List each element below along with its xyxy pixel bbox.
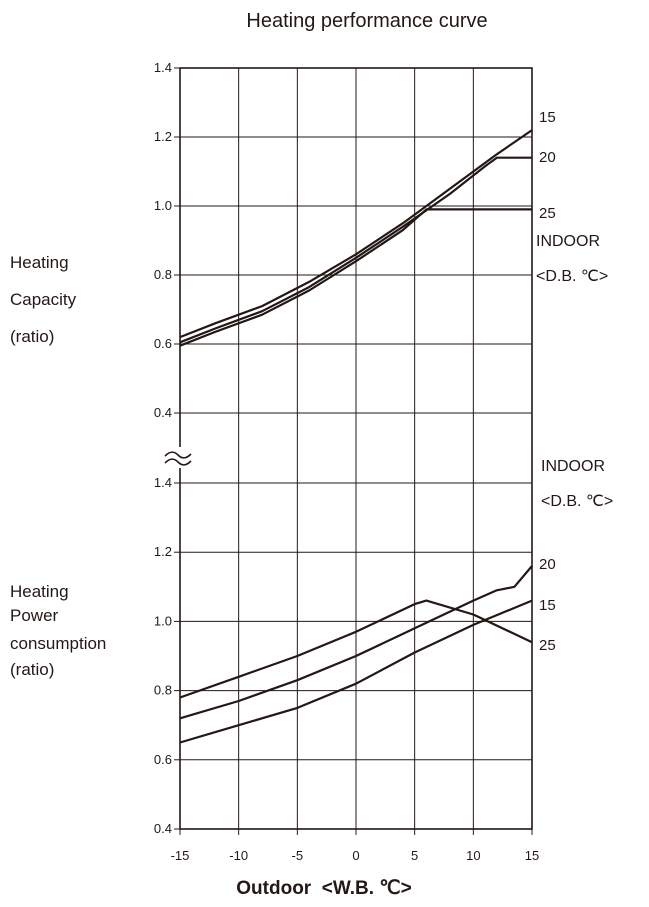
pwr-curve-15 <box>179 599 533 744</box>
cap-ytick-label: 0.4 <box>154 405 172 420</box>
cap-curve-25 <box>179 208 532 347</box>
pwr-ytick-label: 1.4 <box>154 475 172 490</box>
cap-curve-label-15: 15 <box>539 109 556 126</box>
cap-ytick-label: 1.4 <box>154 60 172 75</box>
pwr-curve-20 <box>179 565 533 720</box>
xtick-label: -10 <box>229 848 248 863</box>
cap-curve-label-25: 25 <box>539 205 556 222</box>
pwr-ytick-label: 1.0 <box>154 613 172 628</box>
pwr-curve-25 <box>179 599 533 699</box>
grid <box>174 67 533 835</box>
power-legend-title-1: INDOOR <box>541 458 605 475</box>
cap-ytick-label: 0.8 <box>154 267 172 282</box>
xtick-label: 15 <box>525 848 539 863</box>
power-ylabel-line-2: Power <box>10 606 59 625</box>
cap-curve-15 <box>179 129 533 339</box>
xtick-label: -15 <box>171 848 190 863</box>
xtick-label: 10 <box>466 848 480 863</box>
pwr-curve-label-25: 25 <box>539 637 556 654</box>
capacity-legend-title-2: <D.B. ℃> <box>536 268 608 285</box>
curves <box>179 129 533 744</box>
capacity-ylabel-line-2: Capacity <box>10 290 77 309</box>
pwr-ytick-label: 0.8 <box>154 683 172 698</box>
cap-ytick-label: 1.2 <box>154 129 172 144</box>
capacity-legend-title-1: INDOOR <box>536 233 600 250</box>
cap-curve-20 <box>179 156 532 344</box>
power-legend-title-2: <D.B. ℃> <box>541 493 613 510</box>
cap-ytick-label: 1.0 <box>154 198 172 213</box>
power-ylabel-line-3: consumption <box>10 634 106 653</box>
curve-labels: 15 20 25 20 15 25 <box>539 109 556 654</box>
xtick-label: 0 <box>352 848 359 863</box>
capacity-ylabel-line-3: (ratio) <box>10 327 54 346</box>
xtick-label: 5 <box>411 848 418 863</box>
cap-curve-label-20: 20 <box>539 149 556 166</box>
pwr-curve-label-15: 15 <box>539 597 556 614</box>
pwr-ytick-label: 0.4 <box>154 821 172 836</box>
tick-labels: 0.4 0.6 0.8 1.0 1.2 1.4 0.4 0.6 0.8 1.0 1.2 1.4 -15 -… <box>154 60 539 863</box>
x-axis-label: Outdoor <W.B. ℃> <box>236 878 411 899</box>
capacity-ylabel-line-1: Heating <box>10 253 69 272</box>
xtick-label: -5 <box>292 848 304 863</box>
cap-ytick-label: 0.6 <box>154 336 172 351</box>
axis-break-icon <box>164 447 192 468</box>
pwr-ytick-label: 0.6 <box>154 752 172 767</box>
power-ylabel-line-4: (ratio) <box>10 660 54 679</box>
power-ylabel-line-1: Heating <box>10 582 69 601</box>
chart-title: Heating performance curve <box>246 10 487 32</box>
pwr-ytick-label: 1.2 <box>154 544 172 559</box>
pwr-curve-label-20: 20 <box>539 556 556 573</box>
